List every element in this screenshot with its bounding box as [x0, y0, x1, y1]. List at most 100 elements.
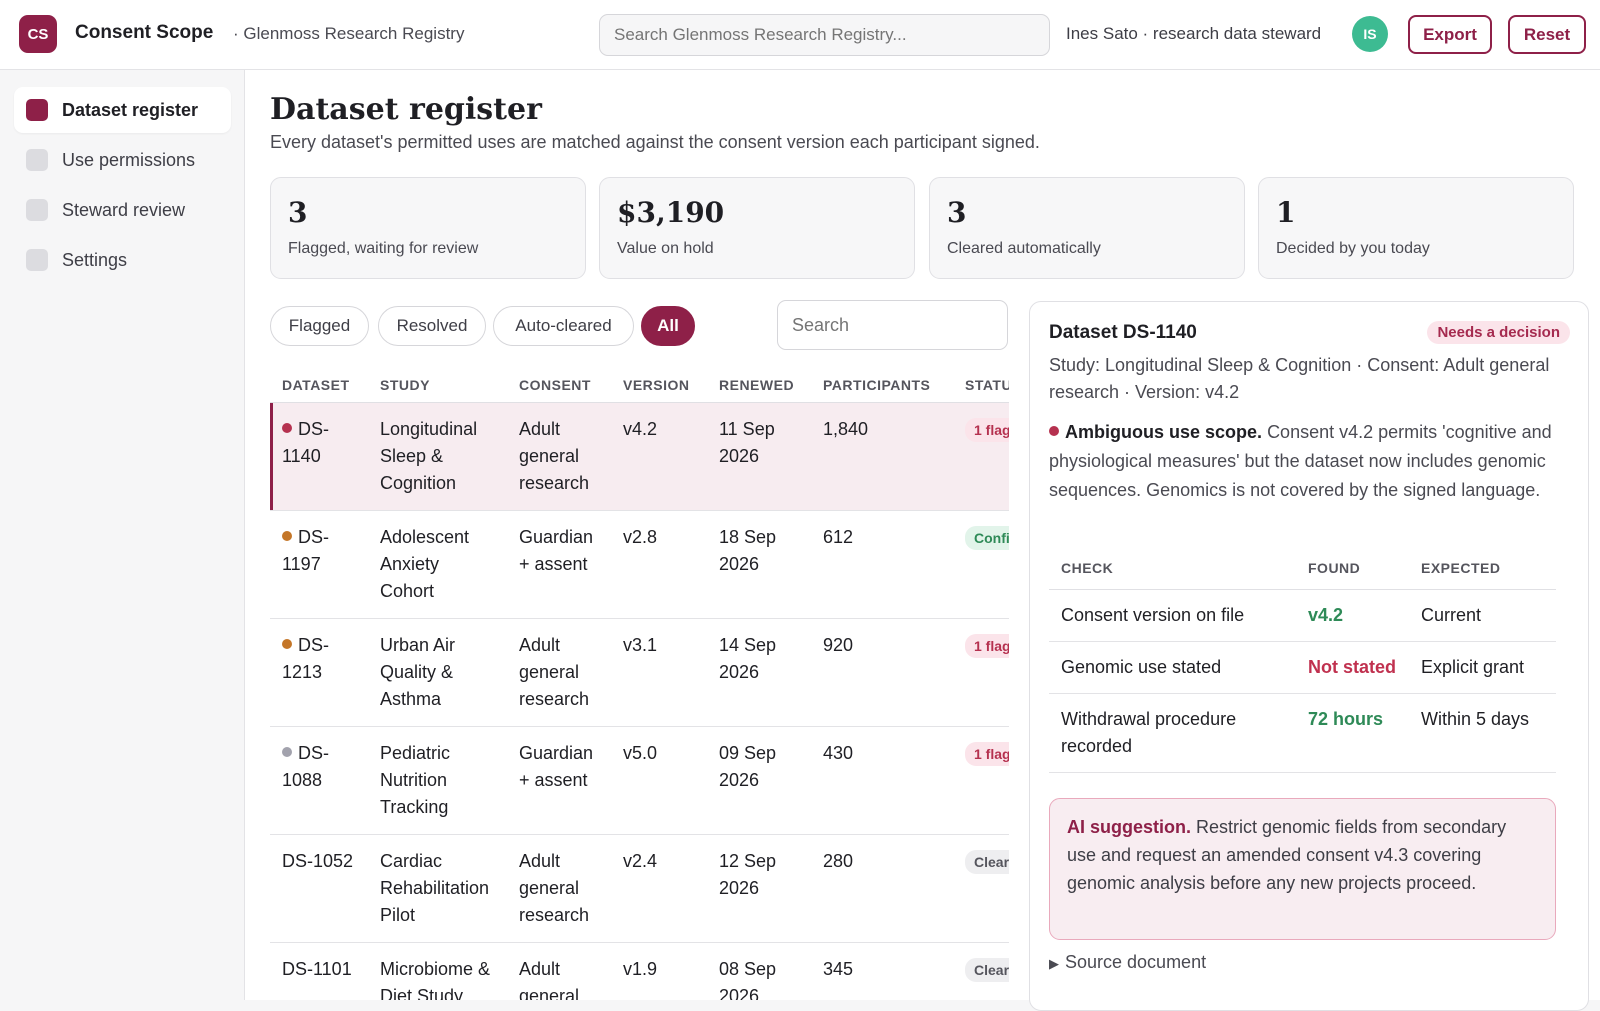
sidebar-item-label: Dataset register	[62, 99, 199, 120]
cell-study-value: Longitudinal Sleep & Cognition	[380, 418, 478, 493]
status-badge: Confirmed	[965, 525, 1009, 550]
stat-card-decided-today: 1 Decided by you today	[1258, 177, 1574, 279]
reset-button[interactable]: Reset	[1508, 15, 1586, 54]
cell-renewed: 08 Sep 2026	[707, 942, 811, 1000]
page-title: Dataset register	[270, 92, 542, 127]
sidebar-item-label: Use permissions	[62, 149, 196, 170]
column-header-renewed[interactable]: RENEWED	[707, 358, 811, 403]
issue-dot-icon	[1049, 426, 1059, 436]
table-row[interactable]: DS-1101 Microbiome & Diet Study Adult gene…	[270, 942, 1009, 1000]
column-header-participants[interactable]: PARTICIPANTS	[811, 358, 953, 403]
settings-icon	[26, 249, 48, 271]
column-header-check: CHECK	[1049, 547, 1296, 590]
sidebar: Dataset register Use permissions Steward…	[0, 70, 245, 1000]
filter-auto-cleared[interactable]: Auto-cleared	[493, 306, 634, 346]
cell-dataset: DS-1197	[270, 510, 368, 619]
table-row[interactable]: DS-1197 Adolescent Anxiety Cohort Guardian…	[270, 510, 1009, 619]
cell-renewed: 18 Sep 2026	[707, 510, 811, 619]
source-document-label: Source document	[1065, 952, 1207, 972]
cell-participants: 1,840	[811, 402, 953, 511]
checks-header-row: CHECK FOUND EXPECTED	[1049, 547, 1556, 590]
status-dot-icon	[282, 638, 292, 649]
check-name: Genomic use stated	[1049, 641, 1296, 694]
sidebar-item-steward-review[interactable]: Steward review	[14, 187, 231, 233]
cell-participants-value: 280	[823, 850, 854, 871]
stat-card-cleared: 3 Cleared automatically	[929, 177, 1245, 279]
status-dot-icon	[282, 530, 292, 541]
cell-participants: 612	[811, 510, 953, 619]
check-row: Genomic use stated Not stated Explicit gra…	[1049, 641, 1556, 694]
filter-all[interactable]: All	[641, 306, 695, 346]
cell-renewed: 09 Sep 2026	[707, 726, 811, 835]
filter-resolved[interactable]: Resolved	[378, 306, 486, 346]
cell-study-value: Microbiome & Diet Study	[380, 958, 491, 1001]
export-button[interactable]: Export	[1408, 15, 1492, 54]
column-header-version[interactable]: VERSION	[611, 358, 707, 403]
column-header-dataset[interactable]: DATASET	[270, 358, 368, 403]
cell-study-value: Cardiac Rehabilitation Pilot	[380, 850, 490, 925]
cell-dataset: DS-1052	[270, 834, 368, 943]
cell-version: v2.4	[611, 834, 707, 943]
user-name: Ines Sato · research data steward	[1066, 24, 1322, 43]
sidebar-item-settings[interactable]: Settings	[14, 237, 231, 283]
detail-issue: Ambiguous use scope. Consent v4.2 permit…	[1049, 418, 1569, 505]
ai-suggestion-text: Restrict genomic fields from secondary u…	[1067, 817, 1507, 893]
cell-status: Cleared	[953, 942, 1009, 1000]
cell-status: Cleared	[953, 834, 1009, 943]
check-expected: Current	[1409, 589, 1556, 642]
global-search-input[interactable]	[599, 14, 1050, 56]
main-content: Dataset register Every dataset's permitt…	[245, 70, 1600, 1011]
column-header-study[interactable]: STUDY	[368, 358, 507, 403]
cell-participants: 280	[811, 834, 953, 943]
check-found: 72 hours	[1296, 693, 1409, 773]
column-header-status[interactable]: STATUS	[953, 358, 1009, 403]
dataset-table: DATASET STUDY CONSENT VERSION RENEWED PA…	[270, 358, 1009, 1000]
filter-flagged[interactable]: Flagged	[270, 306, 369, 346]
check-row: Withdrawal procedure recorded 72 hours Wit…	[1049, 693, 1556, 773]
table-row[interactable]: DS-1088 Pediatric Nutrition Tracking Guard…	[270, 726, 1009, 835]
check-name: Consent version on file	[1049, 589, 1296, 642]
check-found: v4.2	[1296, 589, 1409, 642]
source-document-toggle[interactable]: ▶ Source document	[1049, 952, 1206, 973]
column-header-consent[interactable]: CONSENT	[507, 358, 611, 403]
ai-suggestion-label: AI suggestion.	[1067, 817, 1192, 837]
cell-status: 1 flag	[953, 402, 1009, 511]
page-subtitle: Every dataset's permitted uses are match…	[270, 132, 1040, 152]
cell-version: v5.0	[611, 726, 707, 835]
column-header-found: FOUND	[1296, 547, 1409, 590]
table-row[interactable]: DS-1052 Cardiac Rehabilitation Pilot Adult…	[270, 834, 1009, 943]
cell-consent-value: Adult general research	[519, 634, 590, 709]
sidebar-item-use-permissions[interactable]: Use permissions	[14, 137, 231, 183]
cell-consent-value: Adult general research	[519, 418, 590, 493]
cell-dataset-value: DS-1088	[282, 742, 329, 790]
cell-dataset-value: DS-1213	[282, 634, 329, 682]
status-dot-icon	[282, 422, 292, 433]
cell-consent-value: Guardian + assent	[519, 742, 594, 790]
cell-study: Pediatric Nutrition Tracking	[368, 726, 507, 835]
table-row[interactable]: DS-1213 Urban Air Quality & Asthma Adult g…	[270, 618, 1009, 727]
check-row: Consent version on file v4.2 Current	[1049, 589, 1556, 642]
status-badge: 1 flag	[965, 633, 1009, 658]
check-found: Not stated	[1296, 641, 1409, 694]
cell-consent: Adult general research	[507, 402, 611, 511]
cell-study-value: Urban Air Quality & Asthma	[380, 634, 456, 709]
column-header-expected: EXPECTED	[1409, 547, 1556, 590]
cell-study-value: Adolescent Anxiety Cohort	[380, 526, 470, 601]
status-badge: 1 flag	[965, 417, 1009, 442]
stat-label: Decided by you today	[1276, 240, 1430, 257]
dataset-search-input[interactable]	[777, 300, 1008, 350]
cell-renewed-value: 14 Sep 2026	[719, 634, 777, 682]
cell-participants-value: 612	[823, 526, 854, 547]
cell-consent-value: Guardian + assent	[519, 526, 594, 574]
cell-dataset-value: DS-1197	[282, 526, 329, 574]
issue-text: Consent v4.2 permits 'cognitive and phys…	[1049, 422, 1552, 500]
cell-participants: 430	[811, 726, 953, 835]
stat-card-flagged: 3 Flagged, waiting for review	[270, 177, 586, 279]
sidebar-item-dataset-register[interactable]: Dataset register	[14, 87, 231, 133]
cell-participants-value: 1,840	[823, 418, 869, 439]
cell-dataset: DS-1088	[270, 726, 368, 835]
avatar[interactable]: IS	[1352, 16, 1388, 52]
cell-dataset: DS-1213	[270, 618, 368, 727]
stat-label: Flagged, waiting for review	[288, 240, 479, 257]
table-row[interactable]: DS-1140 Longitudinal Sleep & Cognition Adu…	[270, 402, 1009, 511]
